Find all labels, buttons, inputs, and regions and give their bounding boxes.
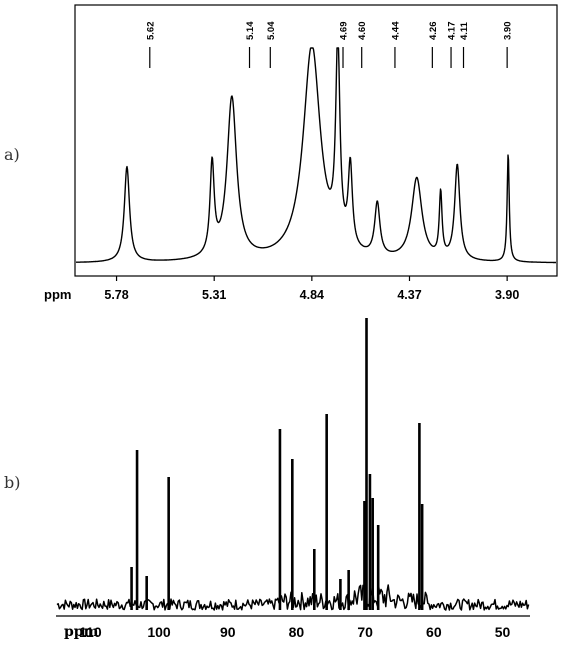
panel-b-peaks bbox=[130, 318, 424, 610]
panel-a-peak-label: 3.90 bbox=[503, 22, 514, 41]
panel-a-tick-label: 5.31 bbox=[202, 288, 226, 302]
panel-a-spectrum-trace bbox=[75, 47, 557, 264]
panel-a-label: a) bbox=[4, 145, 20, 164]
panel-a-peak-label: 4.60 bbox=[357, 22, 368, 41]
panel-b-tick-label: 110 bbox=[79, 624, 102, 640]
panel-b-tick-label: 70 bbox=[357, 624, 373, 640]
panel-b-axis-label: ppm bbox=[64, 624, 99, 640]
panel-a-tick-label: 4.84 bbox=[300, 288, 324, 302]
panel-a-peak-label: 4.17 bbox=[447, 22, 458, 41]
panel-a-tick-label: 3.90 bbox=[495, 288, 519, 302]
panel-b-tick-label: 60 bbox=[426, 624, 442, 640]
panel-a-peak-label: 4.44 bbox=[390, 21, 401, 40]
panel-a-peak-label: 5.14 bbox=[245, 21, 256, 40]
panel-b-tick-label: 90 bbox=[220, 624, 236, 640]
panel-a-tick-label: 5.78 bbox=[104, 288, 128, 302]
panel-b-label: b) bbox=[4, 473, 20, 492]
panel-b-tick-label: 80 bbox=[289, 624, 305, 640]
panel-a-axis-label: ppm bbox=[44, 287, 71, 302]
panel-a-peak-labels: 5.62 5.14 5.04 4.69 4.60 4.44 4.26 4.17 4.11 3.90 bbox=[145, 21, 514, 68]
panel-b-x-ticks: 110 100 90 80 70 60 50 bbox=[79, 624, 510, 640]
panel-a-tick-label: 4.37 bbox=[397, 288, 421, 302]
panel-a-peak-label: 4.11 bbox=[459, 21, 470, 40]
panel-a-peak-label: 5.04 bbox=[266, 21, 277, 40]
panel-a-peak-label: 4.69 bbox=[339, 22, 350, 41]
panel-a-frame bbox=[74, 4, 558, 277]
panel-a-peak-label: 4.26 bbox=[428, 22, 439, 41]
panel-b-tick-label: 100 bbox=[147, 624, 171, 640]
panel-a-x-ticks: 5.78 5.31 4.84 4.37 3.90 bbox=[104, 276, 519, 302]
panel-b-tick-label: 50 bbox=[495, 624, 511, 640]
panel-a-peak-label: 5.62 bbox=[145, 22, 156, 41]
